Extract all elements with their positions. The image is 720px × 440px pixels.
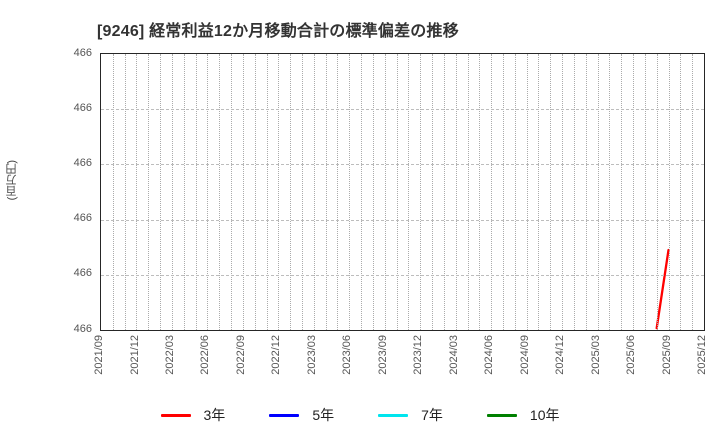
- gridline-vertical: [692, 54, 694, 330]
- legend-swatch: [160, 413, 191, 417]
- x-tick-label: 2022/03: [163, 335, 176, 375]
- gridline-vertical: [526, 54, 528, 330]
- gridline-vertical: [313, 54, 315, 330]
- gridline-vertical: [491, 54, 493, 330]
- chart-title: [9246] 経常利益12か月移動合計の標準偏差の推移: [97, 23, 459, 40]
- gridline-vertical: [183, 54, 185, 330]
- x-tick-label: 2022/12: [270, 335, 283, 375]
- gridline-vertical: [538, 54, 540, 330]
- gridline-vertical: [290, 54, 292, 330]
- gridline-vertical: [585, 54, 587, 330]
- gridline-vertical: [656, 54, 658, 330]
- legend-swatch: [486, 413, 517, 417]
- gridline-vertical: [633, 54, 635, 330]
- legend-label: 3年: [203, 407, 226, 423]
- gridline-vertical: [680, 54, 682, 330]
- legend-item: 3年: [160, 405, 226, 425]
- x-tick-label: 2024/06: [483, 335, 496, 375]
- gridline-horizontal: [101, 164, 704, 166]
- y-tick-label: 466: [73, 101, 92, 114]
- gridline-vertical: [349, 54, 351, 330]
- legend-swatch: [378, 413, 409, 417]
- x-tick-label: 2024/09: [518, 335, 531, 375]
- gridline-vertical: [207, 54, 209, 330]
- gridline-vertical: [597, 54, 599, 330]
- y-tick-label: 466: [73, 46, 92, 59]
- gridline-vertical: [337, 54, 339, 330]
- gridline-vertical: [467, 54, 469, 330]
- x-tick-label: 2025/03: [589, 335, 602, 375]
- x-tick-label: 2021/12: [128, 335, 141, 375]
- gridline-vertical: [609, 54, 611, 330]
- gridline-vertical: [278, 54, 280, 330]
- gridline-vertical: [562, 54, 564, 330]
- x-tick-label: 2023/06: [341, 335, 354, 375]
- gridline-vertical: [408, 54, 410, 330]
- gridline-vertical: [479, 54, 481, 330]
- gridline-vertical: [242, 54, 244, 330]
- gridline-vertical: [361, 54, 363, 330]
- legend: 3年 5年 7年 10年: [0, 402, 720, 428]
- gridline-vertical: [621, 54, 623, 330]
- gridline-vertical: [420, 54, 422, 330]
- y-axis-unit-label: (百万円): [6, 160, 18, 201]
- gridline-vertical: [396, 54, 398, 330]
- gridline-vertical: [112, 54, 114, 330]
- x-tick-label: 2023/12: [412, 335, 425, 375]
- x-tick-label: 2024/12: [554, 335, 567, 375]
- gridline-vertical: [171, 54, 173, 330]
- x-tick-label: 2022/06: [199, 335, 212, 375]
- x-tick-label: 2022/09: [234, 335, 247, 375]
- x-tick-label: 2025/06: [625, 335, 638, 375]
- series-lines: [655, 248, 670, 330]
- gridline-vertical: [231, 54, 233, 330]
- legend-label: 7年: [421, 407, 443, 423]
- x-tick-label: 2023/03: [305, 335, 318, 375]
- gridline-vertical: [195, 54, 197, 330]
- x-tick-label: 2023/09: [376, 335, 389, 375]
- gridline-vertical: [124, 54, 126, 330]
- x-tick-label: 2025/09: [660, 335, 673, 375]
- y-tick-label: 466: [73, 322, 92, 335]
- legend-label: 10年: [529, 407, 560, 423]
- gridline-vertical: [443, 54, 445, 330]
- gridline-vertical: [514, 54, 516, 330]
- gridline-vertical: [432, 54, 434, 330]
- gridline-vertical: [254, 54, 256, 330]
- y-tick-label: 466: [73, 156, 92, 169]
- y-tick-label: 466: [73, 267, 92, 280]
- gridline-horizontal: [101, 109, 704, 111]
- gridline-vertical: [573, 54, 575, 330]
- gridline-horizontal: [101, 219, 704, 221]
- x-tick-label: 2024/03: [447, 335, 460, 375]
- gridline-vertical: [219, 54, 221, 330]
- gridline-vertical: [160, 54, 162, 330]
- legend-swatch: [269, 413, 300, 417]
- gridline-vertical: [148, 54, 150, 330]
- gridline-vertical: [266, 54, 268, 330]
- gridline-vertical: [455, 54, 457, 330]
- gridline-vertical: [372, 54, 374, 330]
- gridline-vertical: [384, 54, 386, 330]
- legend-item: 5年: [269, 405, 334, 425]
- gridline-horizontal: [101, 274, 704, 276]
- x-tick-label: 2025/12: [696, 335, 708, 375]
- gridline-vertical: [325, 54, 327, 330]
- series-line-3年: [655, 248, 670, 330]
- gridline-vertical: [550, 54, 552, 330]
- gridline-vertical: [302, 54, 303, 330]
- legend-item: 7年: [378, 405, 443, 425]
- gridline-vertical: [644, 54, 646, 330]
- gridline-vertical: [668, 54, 670, 330]
- gridline-vertical: [136, 54, 138, 330]
- legend-label: 5年: [312, 407, 335, 423]
- plot-area: [100, 53, 705, 331]
- y-tick-label: 466: [73, 212, 92, 225]
- legend-item: 10年: [486, 405, 560, 425]
- gridline-vertical: [503, 54, 504, 330]
- x-tick-label: 2021/09: [93, 335, 105, 375]
